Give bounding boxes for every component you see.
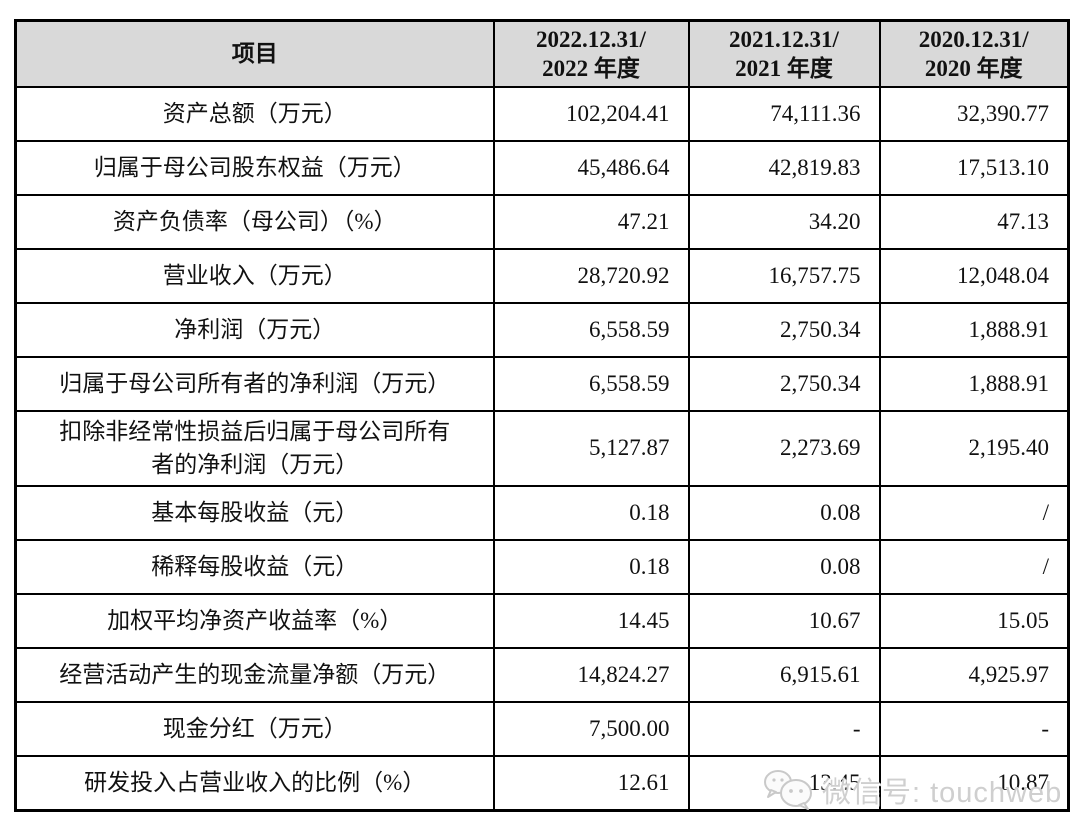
table-row: 扣除非经常性损益后归属于母公司所有 者的净利润（万元） 5,127.87 2,2… <box>14 410 1070 487</box>
row-label: 现金分红（万元） <box>162 716 347 742</box>
row-label: 基本每股收益（元） <box>151 500 359 526</box>
table-row: 资产负债率（母公司）（%） 47.21 34.20 47.13 <box>14 194 1070 250</box>
row-label-cell: 扣除非经常性损益后归属于母公司所有 者的净利润（万元） <box>14 410 495 487</box>
value-cell-2021: 2,750.34 <box>687 356 881 412</box>
row-label-line2: 者的净利润（万元） <box>151 452 359 478</box>
value-cell-2021: 10.67 <box>687 592 881 649</box>
header-cell-2021: 2021.12.31/ 2021 年度 <box>687 19 881 88</box>
value-cell-2020: 32,390.77 <box>878 86 1070 142</box>
row-label: 扣除非经常性损益后归属于母公司所有 <box>59 419 451 444</box>
header-cell-2020: 2020.12.31/ 2020 年度 <box>878 19 1070 88</box>
row-label: 稀释每股收益（元） <box>151 554 359 580</box>
value-cell-2020: - <box>878 700 1070 757</box>
value-cell-2020: 1,888.91 <box>878 302 1070 358</box>
value-cell-2020: 12,048.04 <box>878 248 1070 304</box>
watermark: 微信号: touchweb <box>763 768 1062 812</box>
value-cell-2020: 2,195.40 <box>878 410 1070 487</box>
row-label-cell: 净利润（万元） <box>14 302 495 358</box>
table-header-row: 项目 2022.12.31/ 2022 年度 2021.12.31/ 2021 … <box>14 19 1070 88</box>
value-cell-2022: 6,558.59 <box>492 356 690 412</box>
row-label: 资产负债率（母公司）（%） <box>112 209 397 235</box>
row-label: 经营活动产生的现金流量净额（万元） <box>59 662 451 688</box>
wechat-icon <box>764 770 812 810</box>
row-label-cell: 资产负债率（母公司）（%） <box>14 194 495 250</box>
value-cell-2020: 4,925.97 <box>878 646 1070 703</box>
header-2021-line1: 2021.12.31/ <box>729 26 839 52</box>
row-label-cell: 基本每股收益（元） <box>14 484 495 541</box>
row-label-cell: 归属于母公司股东权益（万元） <box>14 140 495 196</box>
table-row: 营业收入（万元） 28,720.92 16,757.75 12,048.04 <box>14 248 1070 304</box>
value-cell-2021: 2,750.34 <box>687 302 881 358</box>
value-cell-2020: / <box>878 538 1070 595</box>
value-cell-2021: 0.08 <box>687 538 881 595</box>
value-cell-2021: 16,757.75 <box>687 248 881 304</box>
table-row: 基本每股收益（元） 0.18 0.08 / <box>14 484 1070 541</box>
value-cell-2021: 74,111.36 <box>687 86 881 142</box>
row-label-cell: 资产总额（万元） <box>14 86 495 142</box>
value-cell-2021: 42,819.83 <box>687 140 881 196</box>
header-2022-line2: 2022 年度 <box>542 56 640 81</box>
value-cell-2020: 1,888.91 <box>878 356 1070 412</box>
header-2022-line1: 2022.12.31/ <box>536 26 646 52</box>
value-cell-2022: 28,720.92 <box>492 248 690 304</box>
table-row: 稀释每股收益（元） 0.18 0.08 / <box>14 538 1070 595</box>
value-cell-2022: 12.61 <box>492 754 690 812</box>
row-label: 加权平均净资产收益率（%） <box>107 608 403 634</box>
header-cell-item: 项目 <box>14 19 495 88</box>
table-row: 归属于母公司股东权益（万元） 45,486.64 42,819.83 17,51… <box>14 140 1070 196</box>
header-2020-line1: 2020.12.31/ <box>918 26 1029 52</box>
row-label: 资产总额（万元） <box>162 101 347 127</box>
row-label: 净利润（万元） <box>174 317 336 343</box>
value-cell-2022: 102,204.41 <box>492 86 690 142</box>
value-cell-2021: - <box>687 700 881 757</box>
row-label-cell: 加权平均净资产收益率（%） <box>14 592 495 649</box>
value-cell-2021: 0.08 <box>687 484 881 541</box>
value-cell-2020: 47.13 <box>878 194 1070 250</box>
value-cell-2022: 14.45 <box>492 592 690 649</box>
value-cell-2020: 10.87 <box>878 754 1070 812</box>
header-2021-line2: 2021 年度 <box>735 56 833 81</box>
table-row: 净利润（万元） 6,558.59 2,750.34 1,888.91 <box>14 302 1070 358</box>
header-cell-2022: 2022.12.31/ 2022 年度 <box>492 19 690 88</box>
row-label-cell: 现金分红（万元） <box>14 700 495 757</box>
value-cell-2022: 45,486.64 <box>492 140 690 196</box>
value-cell-2021: 6,915.61 <box>687 646 881 703</box>
value-cell-2022: 5,127.87 <box>492 410 690 487</box>
header-2020-line2: 2020 年度 <box>924 56 1023 81</box>
watermark-text: 微信号: touchweb <box>822 777 1063 809</box>
table-row: 现金分红（万元） 7,500.00 - - <box>14 700 1070 757</box>
table-row: 经营活动产生的现金流量净额（万元） 14,824.27 6,915.61 4,9… <box>14 646 1070 703</box>
row-label-cell: 归属于母公司所有者的净利润（万元） <box>14 356 495 412</box>
row-label: 归属于母公司所有者的净利润（万元） <box>59 371 451 397</box>
row-label: 研发投入占营业收入的比例（%） <box>84 770 426 796</box>
value-cell-2022: 0.18 <box>492 484 690 541</box>
row-label: 归属于母公司股东权益（万元） <box>93 155 416 181</box>
row-label-cell: 研发投入占营业收入的比例（%） <box>14 754 495 812</box>
value-cell-2020: 17,513.10 <box>878 140 1070 196</box>
value-cell-2022: 0.18 <box>492 538 690 595</box>
value-cell-2021: 34.20 <box>687 194 881 250</box>
value-cell-2021: 2,273.69 <box>687 410 881 487</box>
value-cell-2020: / <box>878 484 1070 541</box>
table-body: 资产总额（万元） 102,204.41 74,111.36 32,390.77 … <box>14 86 1070 812</box>
row-label-cell: 稀释每股收益（元） <box>14 538 495 595</box>
value-cell-2020: 15.05 <box>878 592 1070 649</box>
row-label-cell: 营业收入（万元） <box>14 248 495 304</box>
table-row: 资产总额（万元） 102,204.41 74,111.36 32,390.77 <box>14 86 1070 142</box>
value-cell-2022: 7,500.00 <box>492 700 690 757</box>
header-item-label: 项目 <box>231 41 278 67</box>
row-label: 营业收入（万元） <box>162 263 347 289</box>
table-row: 归属于母公司所有者的净利润（万元） 6,558.59 2,750.34 1,88… <box>14 356 1070 412</box>
value-cell-2022: 47.21 <box>492 194 690 250</box>
value-cell-2022: 6,558.59 <box>492 302 690 358</box>
table-row: 加权平均净资产收益率（%） 14.45 10.67 15.05 <box>14 592 1070 649</box>
financial-summary-table: 项目 2022.12.31/ 2022 年度 2021.12.31/ 2021 … <box>14 19 1070 812</box>
row-label-cell: 经营活动产生的现金流量净额（万元） <box>14 646 495 703</box>
value-cell-2022: 14,824.27 <box>492 646 690 703</box>
